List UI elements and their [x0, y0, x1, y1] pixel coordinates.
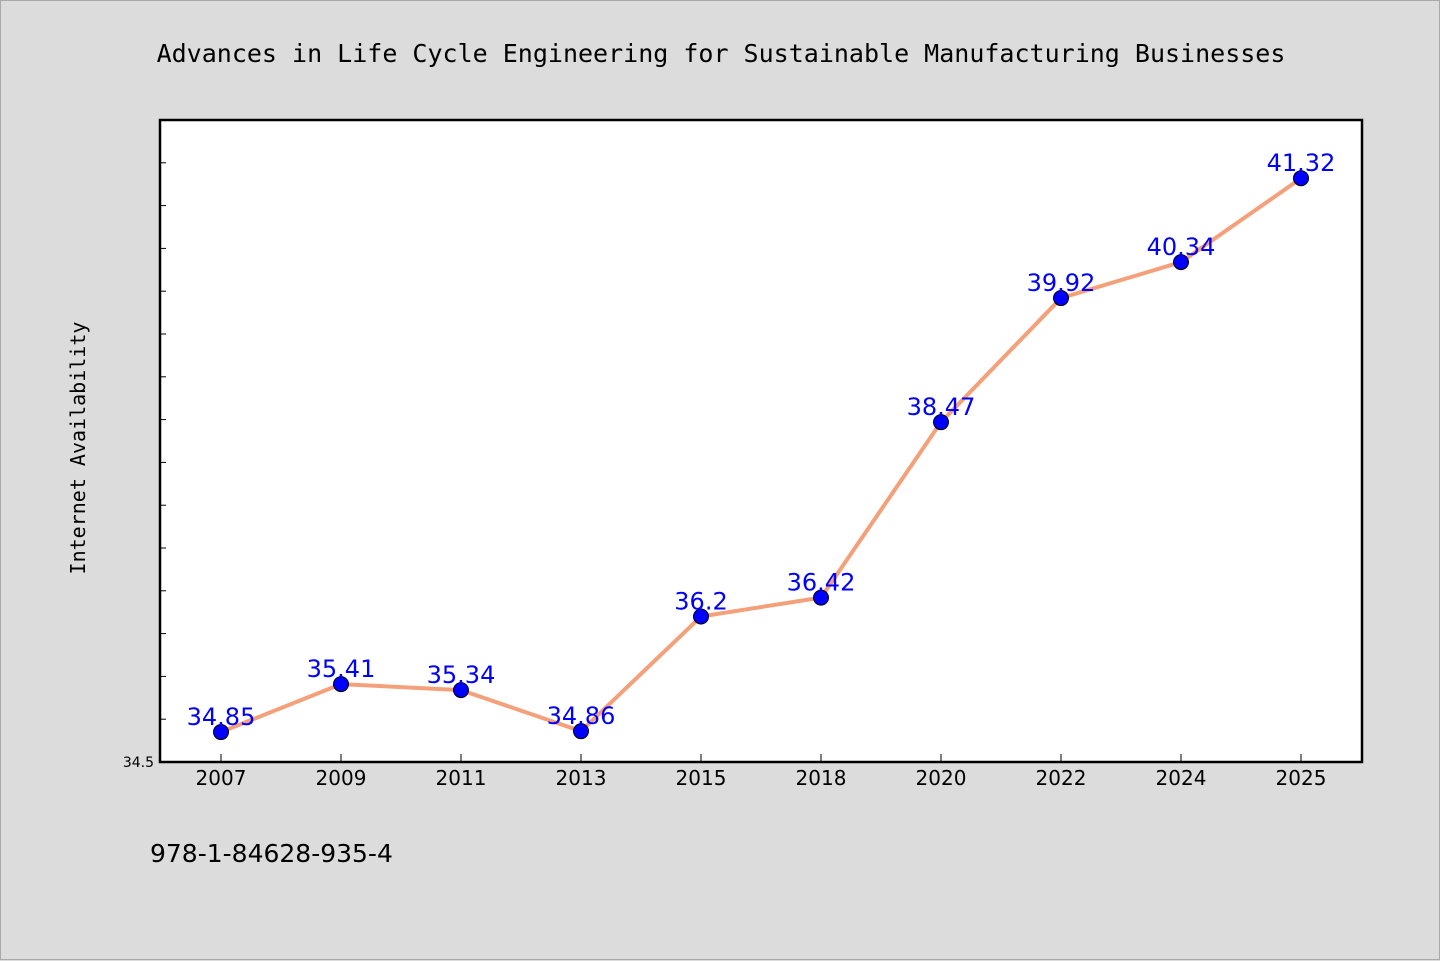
chart-title: Advances in Life Cycle Engineering for S… [157, 39, 1286, 68]
x-tick-label: 2013 [556, 766, 607, 790]
data-label: 34.85 [187, 703, 256, 731]
x-tick-label: 2025 [1276, 766, 1327, 790]
data-label: 38.47 [907, 393, 976, 421]
x-tick-label: 2018 [796, 766, 847, 790]
data-point [333, 676, 349, 693]
data-point [213, 724, 229, 741]
series-line [220, 176, 1303, 734]
x-tick-label: 2024 [1156, 766, 1207, 790]
plot-area [158, 118, 1364, 764]
data-point [573, 723, 589, 740]
data-label: 35.41 [307, 655, 376, 683]
data-label: 34.86 [547, 702, 616, 730]
data-point [813, 589, 829, 606]
data-label: 41.32 [1267, 149, 1336, 177]
x-tick-label: 2020 [916, 766, 967, 790]
x-tick-label: 2007 [196, 766, 247, 790]
data-point [453, 682, 469, 699]
data-point [1293, 170, 1309, 187]
series-layer: 34.85 35.41 35.34 34.86 36.2 36.42 38.47 39.92 4… [187, 149, 1336, 741]
data-label: 36.42 [787, 569, 856, 597]
x-tick-label: 2015 [676, 766, 727, 790]
x-tick-label: 2009 [316, 766, 367, 790]
y-axis-ticks: 34.5 [123, 119, 166, 771]
x-axis-ticks: 2007 2009 2011 2013 2015 2018 2020 2022 2024 2025 [196, 754, 1327, 790]
data-label: 36.2 [674, 587, 727, 615]
isbn-footer: 978-1-84628-935-4 [150, 839, 393, 868]
data-point [1053, 290, 1069, 307]
data-point [693, 608, 709, 625]
data-label: 39.92 [1027, 269, 1096, 297]
data-point [1173, 254, 1189, 271]
x-tick-label: 2022 [1036, 766, 1087, 790]
y-axis-label: Internet Availability [66, 322, 90, 575]
data-point [933, 414, 949, 431]
x-tick-label: 2011 [436, 766, 487, 790]
y-tick-label: 34.5 [123, 755, 154, 771]
data-label: 35.34 [427, 661, 496, 689]
data-label: 40.34 [1147, 233, 1216, 261]
